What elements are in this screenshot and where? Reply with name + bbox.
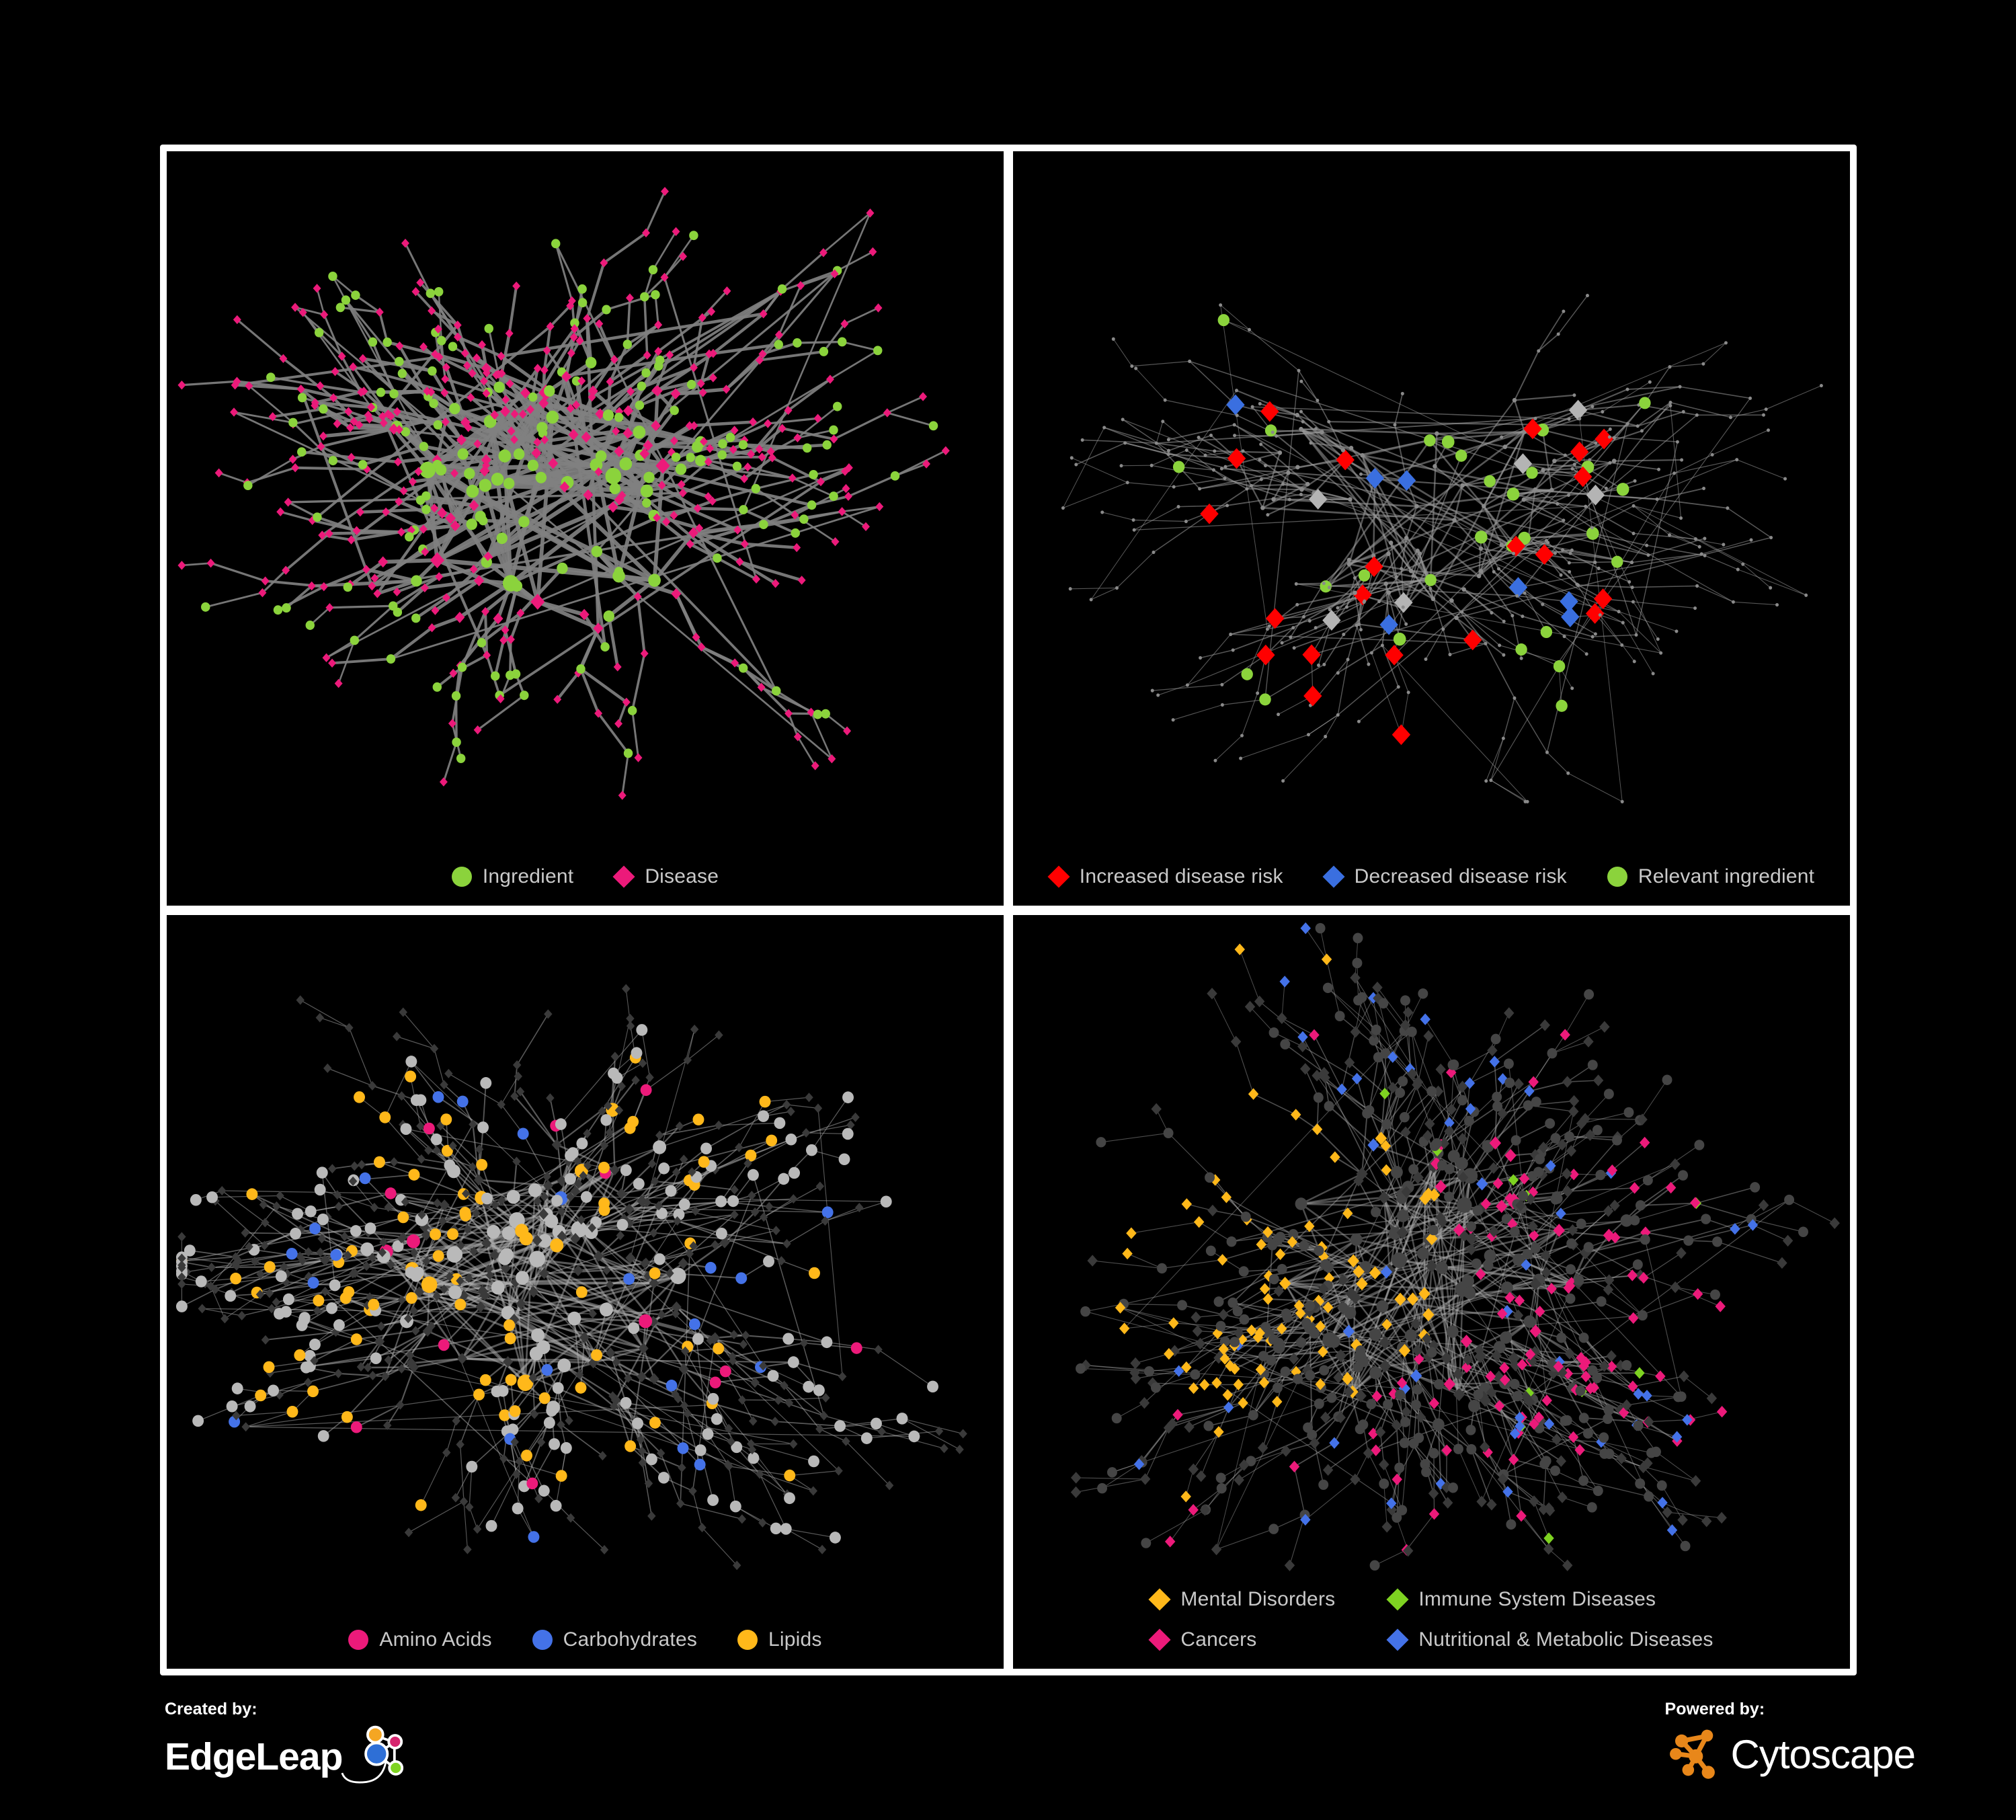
cytoscape-logo-row: Cytoscape [1665, 1723, 1916, 1786]
network-canvas-2 [1013, 151, 1850, 906]
panel-grid: Ingredient Disease Increased disease ris… [160, 145, 1857, 1675]
cytoscape-wordmark: Cytoscape [1730, 1731, 1916, 1777]
network-canvas-4 [1013, 915, 1850, 1669]
panel-disease-category: Mental Disorders Immune System Diseases … [1013, 914, 1850, 1669]
cytoscape-graph-icon [1665, 1723, 1724, 1786]
powered-by-brand: Powered by: [1664, 1700, 1916, 1786]
panel-ingredient-class: Amino Acids Carbohydrates Lipids [167, 914, 1004, 1669]
created-by-brand: Created by: EdgeLeap [165, 1700, 405, 1790]
edgeleap-graph-icon [341, 1723, 405, 1790]
footer: Created by: EdgeLeap [0, 1694, 2016, 1795]
panel-ingredient-disease: Ingredient Disease [167, 151, 1004, 906]
edgeleap-logo-row: EdgeLeap [165, 1723, 405, 1790]
network-canvas-3 [167, 915, 1004, 1669]
network-canvas-1 [167, 151, 1004, 906]
powered-by-label: Powered by: [1664, 1700, 1765, 1718]
panel-disease-risk: Increased disease risk Decreased disease… [1013, 151, 1850, 906]
edgeleap-wordmark: EdgeLeap [165, 1735, 343, 1778]
created-by-label: Created by: [165, 1700, 257, 1718]
